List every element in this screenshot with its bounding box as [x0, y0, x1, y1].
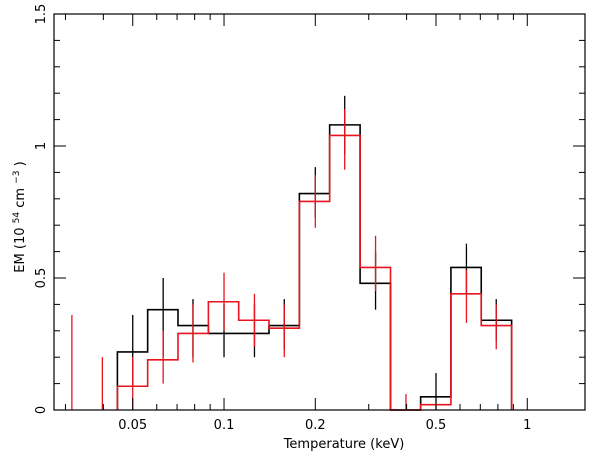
tick-labels: 0 0.5 1 1.5 0.05 0.1 0.2 0.5 1 [34, 4, 531, 433]
y-tick-label: 1 [34, 142, 49, 150]
series-layer [71, 95, 513, 411]
x-tick-label: 0.1 [214, 418, 235, 433]
y-axis-title-suffix: ) [13, 161, 28, 166]
x-axis-title: Temperature (keV) [283, 437, 405, 452]
y-axis-title-sup2: −3 [12, 171, 22, 184]
y-axis-title-sup1: 54 [12, 212, 22, 224]
series-0 [116, 95, 513, 411]
series-1 [71, 109, 513, 411]
y-axis-title: EM (10 54 cm −3 ) [12, 161, 28, 272]
y-tick-label: 0.5 [34, 268, 49, 289]
x-tick-label: 0.2 [305, 418, 326, 433]
y-tick-label: 0 [34, 406, 49, 414]
plot-frame [53, 13, 586, 411]
y-axis-title-prefix: EM (10 [13, 228, 28, 273]
x-tick-label: 0.5 [426, 418, 447, 433]
x-tick-label: 0.05 [118, 418, 147, 433]
series-1-step-line [116, 134, 513, 411]
series-0-step-line [116, 124, 513, 411]
x-tick-label: 1 [523, 418, 531, 433]
axes-frame [53, 13, 586, 411]
y-axis-title-mid: cm [13, 188, 28, 208]
y-tick-label: 1.5 [34, 4, 49, 25]
